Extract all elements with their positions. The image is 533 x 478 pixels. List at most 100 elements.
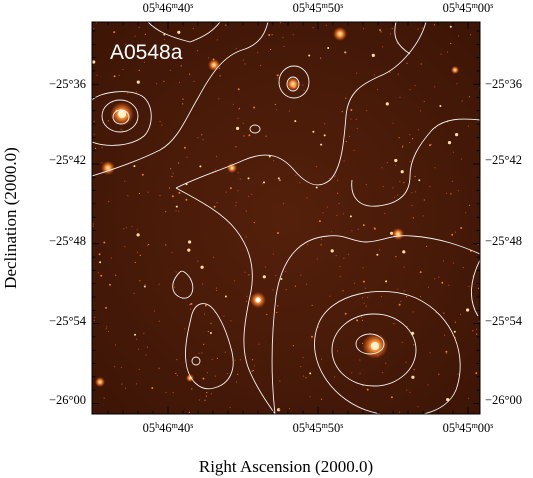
star bbox=[248, 274, 250, 276]
star bbox=[236, 126, 240, 130]
star bbox=[172, 172, 174, 174]
star bbox=[136, 233, 140, 237]
star bbox=[338, 202, 340, 205]
star bbox=[339, 275, 341, 277]
star bbox=[325, 24, 327, 26]
star bbox=[198, 352, 200, 354]
star bbox=[454, 321, 457, 323]
star bbox=[109, 283, 111, 286]
star bbox=[277, 408, 281, 412]
star bbox=[171, 251, 173, 253]
star bbox=[253, 106, 256, 109]
star bbox=[446, 398, 450, 402]
star bbox=[285, 289, 287, 291]
star bbox=[434, 278, 436, 280]
star bbox=[354, 282, 356, 284]
ra-tick-labels-top: 05h46m40s 05h45m50s 05h45m00s bbox=[143, 1, 494, 15]
star bbox=[133, 292, 135, 294]
star bbox=[457, 373, 459, 375]
star bbox=[362, 267, 364, 269]
star bbox=[326, 206, 328, 208]
star bbox=[329, 177, 331, 180]
star bbox=[423, 199, 425, 201]
star bbox=[141, 173, 144, 176]
star bbox=[268, 34, 271, 36]
star bbox=[115, 274, 117, 276]
star bbox=[361, 297, 364, 299]
star bbox=[427, 286, 429, 288]
star bbox=[214, 375, 216, 377]
star bbox=[434, 167, 436, 169]
star bbox=[199, 165, 202, 168]
star bbox=[451, 180, 453, 182]
star bbox=[108, 201, 110, 203]
star bbox=[393, 196, 395, 198]
star bbox=[455, 133, 459, 137]
star bbox=[122, 130, 124, 132]
star bbox=[426, 245, 428, 247]
star bbox=[280, 278, 283, 280]
star bbox=[244, 63, 246, 65]
star bbox=[418, 179, 421, 182]
star bbox=[193, 80, 195, 82]
star bbox=[268, 155, 271, 158]
star bbox=[134, 333, 136, 336]
star bbox=[189, 304, 191, 306]
star bbox=[405, 296, 408, 298]
star bbox=[366, 110, 368, 112]
star bbox=[113, 75, 116, 78]
star bbox=[392, 122, 394, 124]
star bbox=[134, 261, 136, 264]
star bbox=[294, 285, 296, 287]
star bbox=[337, 179, 339, 181]
star bbox=[136, 229, 138, 231]
star bbox=[294, 120, 297, 123]
star bbox=[367, 296, 369, 298]
star bbox=[376, 253, 379, 256]
star bbox=[260, 64, 262, 67]
star bbox=[477, 287, 479, 289]
star bbox=[238, 108, 240, 110]
star bbox=[320, 143, 323, 146]
star bbox=[292, 34, 294, 36]
star bbox=[105, 306, 107, 309]
dec-tick-label: −25°42 bbox=[485, 153, 522, 167]
star bbox=[402, 182, 405, 184]
star bbox=[403, 290, 405, 292]
star bbox=[445, 350, 448, 353]
star bbox=[324, 123, 326, 125]
star bbox=[93, 28, 95, 30]
star bbox=[392, 187, 394, 189]
star bbox=[94, 147, 97, 149]
star bbox=[389, 33, 392, 35]
star bbox=[158, 367, 160, 369]
star bbox=[411, 375, 415, 379]
star bbox=[362, 224, 365, 227]
star bbox=[201, 134, 203, 136]
star bbox=[235, 205, 237, 207]
star bbox=[446, 192, 448, 194]
star bbox=[219, 67, 221, 69]
star bbox=[234, 280, 236, 282]
star bbox=[239, 359, 241, 361]
star bbox=[143, 332, 145, 334]
star bbox=[196, 50, 199, 52]
star bbox=[399, 96, 401, 98]
star bbox=[361, 319, 364, 321]
star bbox=[343, 160, 345, 162]
star bbox=[349, 215, 352, 218]
star bbox=[279, 380, 281, 382]
star bbox=[251, 359, 254, 361]
star bbox=[136, 338, 138, 340]
star bbox=[394, 164, 397, 166]
star bbox=[165, 391, 167, 394]
star bbox=[434, 86, 436, 88]
star bbox=[364, 287, 366, 289]
star bbox=[218, 98, 220, 100]
star bbox=[365, 184, 367, 186]
star bbox=[439, 105, 442, 107]
star bbox=[452, 151, 454, 153]
star bbox=[475, 372, 478, 375]
star bbox=[330, 249, 334, 253]
